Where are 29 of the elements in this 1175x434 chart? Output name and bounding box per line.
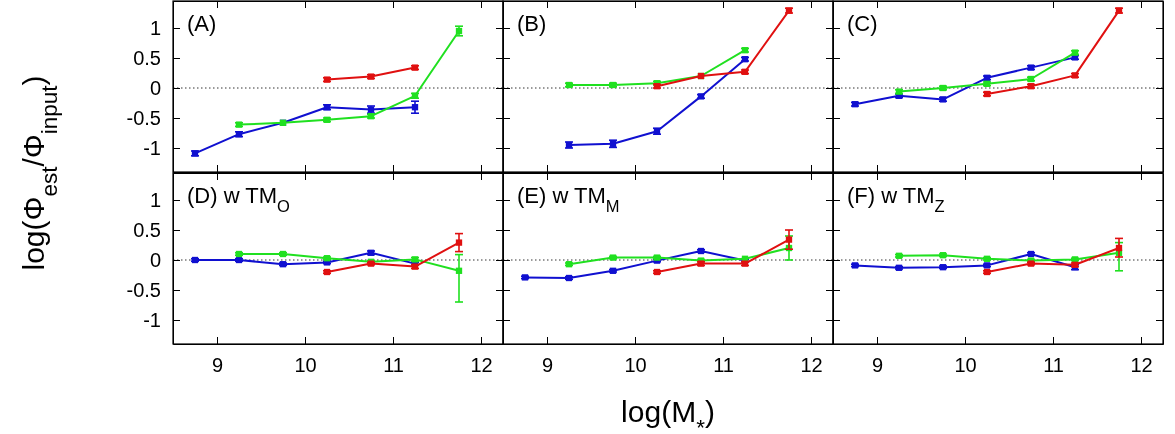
y-tick-label: 0.5 <box>133 46 161 69</box>
text: (B) <box>517 11 547 36</box>
text: (E) w TM$_{M}$ <box>517 183 620 215</box>
x-axis-title: log(M$_{*}$) <box>621 395 715 434</box>
x-tick-label: 10 <box>624 354 647 377</box>
text: (A) <box>187 11 217 36</box>
x-tick-label: 9 <box>871 354 884 377</box>
y-tick-label: -0.5 <box>126 106 161 129</box>
y-tick-label: 0.5 <box>133 218 161 241</box>
y-tick-label: 0 <box>149 76 161 99</box>
x-tick-label: 12 <box>470 354 493 377</box>
x-tick-label: 11 <box>713 354 734 377</box>
y-tick-label: -1 <box>143 136 161 159</box>
text: (C) <box>847 11 878 36</box>
y-tick-label: 1 <box>149 188 161 211</box>
x-tick-label: 12 <box>1130 354 1153 377</box>
x-tick-label: 12 <box>800 354 823 377</box>
y-tick-label: -1 <box>143 308 161 331</box>
x-tick-label: 9 <box>211 354 224 377</box>
y-tick-label: 1 <box>149 16 161 39</box>
text: (D) w TM$_{O}$ <box>187 183 291 215</box>
x-tick-label: 10 <box>954 354 977 377</box>
text: (F) w TM$_{Z}$ <box>847 183 945 215</box>
x-tick-label: 11 <box>1043 354 1064 377</box>
x-tick-label: 11 <box>383 354 404 377</box>
x-tick-label: 10 <box>294 354 317 377</box>
x-tick-label: 9 <box>541 354 554 377</box>
y-tick-label: 0 <box>149 248 161 271</box>
y-tick-label: -0.5 <box>126 278 161 301</box>
